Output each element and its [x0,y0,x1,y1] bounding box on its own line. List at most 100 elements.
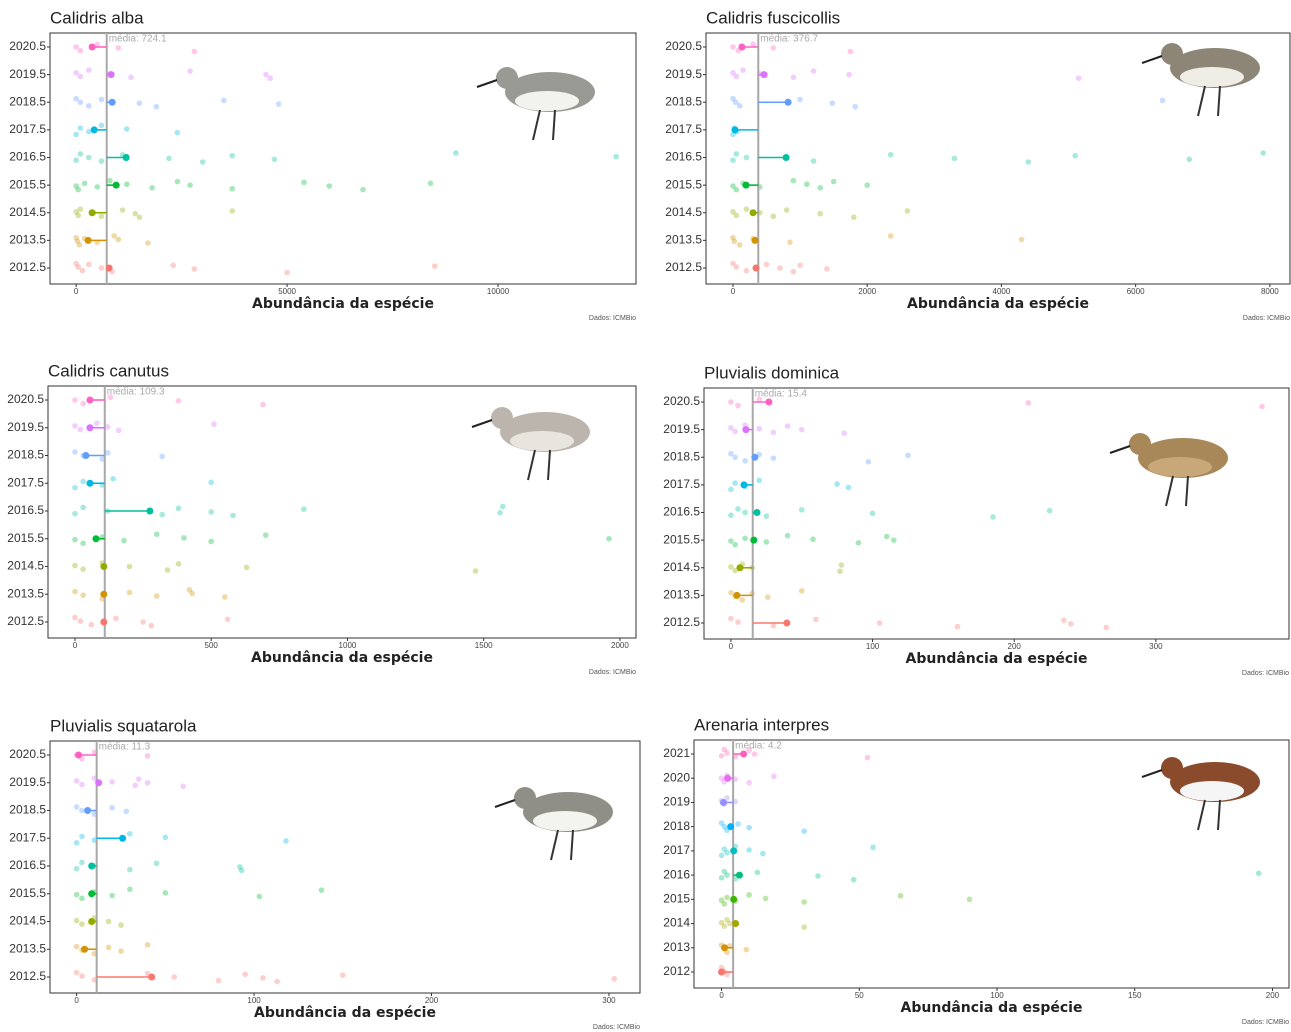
x-axis-label: Abundância da espécie [254,1005,436,1021]
bird-belly [1148,457,1212,477]
year-mean-dot [106,265,113,272]
data-point [1061,618,1067,624]
bird-head [1129,433,1151,455]
data-point [124,181,130,187]
data-point [739,597,745,603]
data-point [732,542,738,548]
data-point [187,68,193,74]
y-tick-label: 2018.5 [663,449,700,463]
y-tick-label: 2012.5 [663,615,700,629]
caption: Dados: ICMBio [1243,315,1290,322]
data-point [244,565,250,571]
data-point [86,103,92,109]
data-point [116,45,122,51]
panel-title: Arenaria interpres [694,715,829,734]
data-point [764,262,770,268]
y-tick-label: 2020.5 [9,747,46,761]
data-point [72,423,78,429]
y-tick-label: 2020 [663,770,690,784]
y-tick-label: 2014.5 [9,205,46,219]
data-point [744,206,750,212]
year-mean-dot [92,535,99,542]
y-tick-label: 2015 [663,892,690,906]
data-point [79,808,85,814]
data-point [784,207,790,213]
data-point [283,838,289,844]
x-axis-label: Abundância da espécie [251,650,433,666]
y-tick-label: 2019.5 [9,67,46,81]
data-point [189,591,195,597]
x-axis-label: Abundância da espécie [901,1000,1083,1016]
data-point [799,507,805,513]
bird-head [1161,43,1183,65]
y-tick-label: 2019.5 [665,67,702,81]
year-mean-dot [148,974,155,981]
data-point [229,208,235,214]
data-point [755,870,761,876]
data-point [756,478,762,484]
data-point [787,239,793,245]
data-point [728,616,734,622]
data-point [106,919,112,925]
data-point [113,616,119,622]
data-point [728,538,734,544]
plot-frame [704,388,1289,639]
data-point [734,213,740,219]
data-point [1160,98,1166,104]
data-point [744,947,750,953]
data-point [326,183,332,189]
data-point [127,590,133,596]
data-point [79,782,85,788]
data-point [360,187,366,193]
bird-beak [1110,446,1130,453]
data-point [166,156,172,162]
year-mean-dot [738,44,745,51]
x-tick-label: 300 [602,996,616,1005]
data-point [109,779,115,785]
data-point [94,420,100,426]
year-mean-dot [724,775,731,782]
y-tick-label: 2013 [663,940,690,954]
x-tick-label: 500 [205,641,219,650]
data-point [864,182,870,188]
data-point [728,425,734,431]
data-point [127,831,133,837]
year-mean-dot [730,847,737,854]
data-point [118,922,124,928]
data-point [428,181,434,187]
x-tick-label: 0 [73,641,78,650]
y-tick-label: 2017.5 [7,475,44,489]
data-point [145,240,151,246]
year-mean-dot [783,154,790,161]
data-point [86,155,92,161]
data-point [165,567,171,573]
year-mean-dot [146,508,153,515]
data-point [127,564,133,570]
year-mean-dot [720,799,727,806]
data-point [734,264,740,270]
y-tick-label: 2019.5 [7,420,44,434]
y-tick-label: 2021 [663,746,690,760]
data-point [267,75,273,81]
data-point [732,480,738,486]
data-point [735,821,741,827]
data-point [80,566,86,572]
y-tick-label: 2014 [663,916,690,930]
y-tick-label: 2015.5 [663,532,700,546]
y-tick-label: 2018.5 [7,448,44,462]
data-point [817,185,823,191]
data-point [611,976,617,982]
data-point [319,887,325,893]
y-tick-label: 2018.5 [665,94,702,108]
data-point [432,263,438,269]
data-point [771,455,777,461]
bird-head [491,407,513,429]
data-point [740,67,746,73]
y-tick-label: 2013.5 [9,233,46,247]
data-point [221,98,227,104]
y-tick-label: 2015.5 [7,531,44,545]
y-tick-label: 2016.5 [9,858,46,872]
data-point [1259,404,1265,410]
y-tick-label: 2018.5 [9,94,46,108]
data-point [191,266,197,272]
